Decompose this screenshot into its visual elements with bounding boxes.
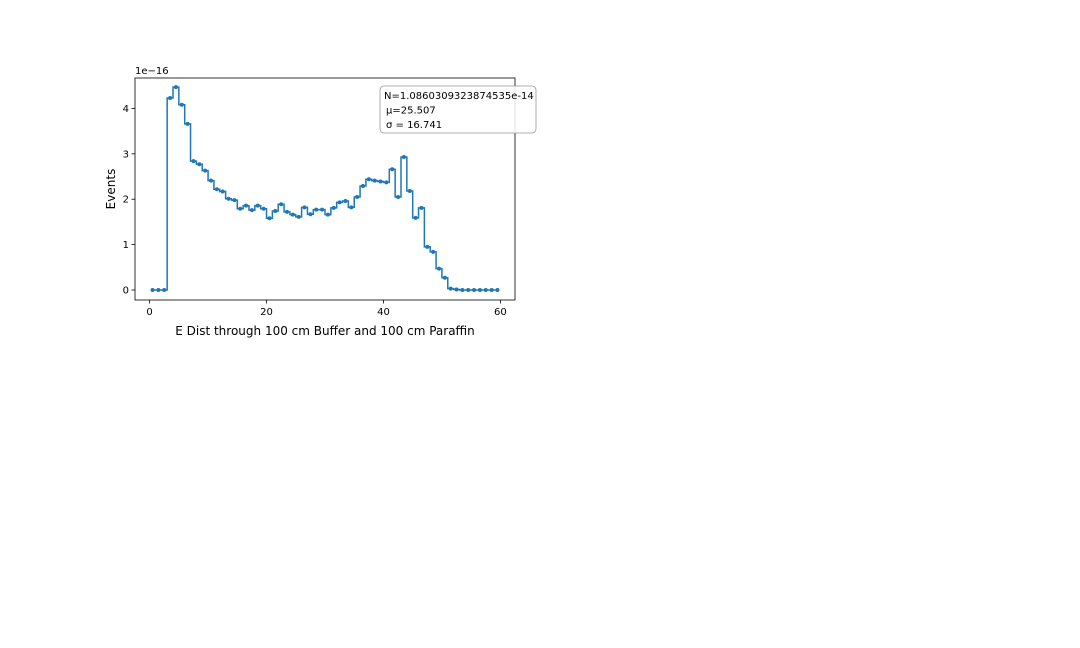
data-point — [349, 205, 354, 210]
data-point — [232, 198, 237, 203]
data-point — [472, 288, 477, 293]
data-point — [325, 212, 330, 217]
data-point — [179, 102, 184, 107]
x-tick-label: 40 — [377, 307, 390, 318]
data-point — [466, 288, 471, 293]
x-tick-label: 60 — [494, 307, 507, 318]
data-point — [255, 203, 260, 208]
data-point — [285, 209, 289, 214]
y-tick-label: 1 — [123, 240, 129, 251]
data-point — [150, 288, 155, 293]
data-point — [361, 184, 365, 189]
data-point — [355, 194, 360, 199]
y-tick-label: 3 — [123, 149, 129, 160]
data-point — [244, 203, 249, 208]
data-point — [197, 162, 202, 167]
data-point — [168, 95, 173, 100]
axes-frame — [134, 77, 516, 301]
data-point — [483, 288, 488, 293]
data-point — [302, 205, 307, 210]
x-axis-label: E Dist through 100 cm Buffer and 100 cm … — [175, 324, 475, 338]
stats-line: σ = 16.741 — [386, 120, 442, 131]
data-point — [337, 200, 342, 205]
data-point — [407, 189, 412, 194]
data-point — [372, 178, 377, 183]
y-axis-label: Events — [104, 169, 118, 210]
data-point — [390, 167, 395, 172]
data-point — [314, 207, 319, 212]
stats-line: μ=25.507 — [386, 106, 436, 117]
data-point — [489, 288, 494, 293]
data-point — [419, 205, 424, 210]
data-point — [290, 212, 295, 217]
data-point — [267, 216, 272, 221]
data-point — [203, 168, 208, 173]
data-point — [220, 189, 225, 194]
data-point — [413, 215, 418, 220]
data-point — [191, 159, 196, 164]
data-point — [343, 199, 348, 204]
data-point — [162, 288, 167, 293]
data-point — [460, 288, 465, 293]
data-point — [308, 212, 313, 217]
data-point — [296, 214, 301, 219]
data-point — [279, 202, 284, 207]
x-tick-label: 20 — [260, 307, 273, 318]
x-tick-label: 0 — [146, 307, 152, 318]
data-point — [401, 154, 406, 159]
stats-box — [379, 85, 537, 134]
data-point — [261, 206, 266, 211]
data-point — [442, 275, 447, 280]
data-point — [448, 286, 453, 291]
data-point — [331, 205, 336, 210]
data-point — [454, 287, 459, 292]
data-point — [226, 196, 231, 201]
data-point — [378, 179, 383, 184]
y-tick-label: 2 — [123, 195, 129, 206]
data-point — [384, 180, 389, 185]
data-point — [396, 194, 401, 199]
data-point — [249, 208, 254, 213]
y-tick-label: 4 — [123, 104, 129, 115]
data-point — [273, 209, 278, 214]
data-point — [238, 206, 243, 211]
data-point — [437, 266, 441, 271]
data-point — [173, 85, 178, 90]
data-point — [366, 177, 371, 182]
y-tick-label: 0 — [123, 286, 129, 297]
data-point — [320, 207, 325, 212]
data-point — [425, 244, 430, 249]
data-point — [477, 288, 482, 293]
data-point — [209, 178, 213, 183]
data-point — [431, 249, 436, 254]
y-offset-label: 1e−16 — [135, 66, 169, 77]
stats-line: N=1.0860309323874535e-14 — [384, 91, 534, 102]
data-point — [185, 121, 190, 126]
data-point — [495, 288, 500, 293]
data-point — [214, 187, 219, 192]
plot-area: 0 20 40 60 0 1 2 3 4 1e−16 E Dist through 100 cm B… — [104, 66, 537, 338]
data-point — [156, 288, 161, 293]
